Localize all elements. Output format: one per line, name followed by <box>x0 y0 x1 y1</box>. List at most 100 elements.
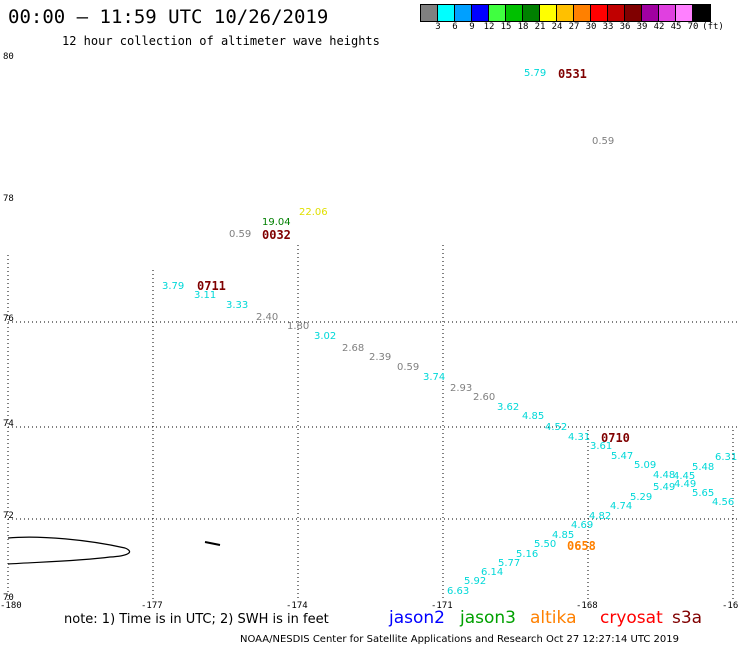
swh-label: 5.79 <box>524 68 547 79</box>
legend-label: 12 <box>483 22 495 32</box>
swh-label: 19.04 <box>262 217 291 228</box>
swh-label: 3.11 <box>194 290 217 301</box>
swh-label: 5.16 <box>516 549 539 560</box>
swh-label: 4.82 <box>589 511 612 522</box>
swh-label: 3.79 <box>162 281 185 292</box>
swh-label: 4.74 <box>610 501 633 512</box>
legend-swatch <box>506 5 523 21</box>
satellite-legend-jason3: jason3 <box>460 608 516 628</box>
satellite-legend-cryosat: cryosat <box>600 608 663 628</box>
island-coastline <box>7 536 131 565</box>
swh-label: 0.59 <box>229 229 252 240</box>
islet-coastline <box>204 541 221 546</box>
legend-swatch <box>676 5 693 21</box>
swh-label: 3.33 <box>226 300 249 311</box>
swh-label: 4.69 <box>571 520 594 531</box>
legend-swatch <box>472 5 489 21</box>
legend-swatch <box>642 5 659 21</box>
swh-label: 5.92 <box>464 576 487 587</box>
swh-label: 2.60 <box>473 392 496 403</box>
lon-label-171: -171 <box>431 601 453 611</box>
swh-label: 1.80 <box>287 321 310 332</box>
lon-label-177: -177 <box>141 601 163 611</box>
lon-label-168: -168 <box>576 601 598 611</box>
swh-label: 3.62 <box>497 402 520 413</box>
legend-label: 21 <box>534 22 546 32</box>
legend-label: 45 <box>670 22 682 32</box>
legend-swatch <box>421 5 438 21</box>
lat-label-74: 74 <box>3 419 14 429</box>
legend-unit: (ft) <box>702 22 724 32</box>
swh-label: 4.31 <box>568 432 591 443</box>
pass-time-label: 0711 <box>197 279 226 293</box>
swh-label: 5.77 <box>498 558 521 569</box>
pass-time-label: 0710 <box>601 431 630 445</box>
legend-label: 42 <box>653 22 665 32</box>
credit-line: NOAA/NESDIS Center for Satellite Applica… <box>240 634 679 645</box>
legend-label: 39 <box>636 22 648 32</box>
swh-label: 4.56 <box>712 497 735 508</box>
swh-label: 0.59 <box>592 136 615 147</box>
legend-swatch <box>625 5 642 21</box>
lat-label-70: 70 <box>3 593 14 603</box>
swh-label: 6.14 <box>481 567 504 578</box>
legend-label: 30 <box>585 22 597 32</box>
color-legend <box>420 4 711 22</box>
legend-label: 6 <box>452 22 458 32</box>
legend-swatch <box>591 5 608 21</box>
legend-label: 36 <box>619 22 631 32</box>
swh-label: 0.59 <box>397 362 420 373</box>
lat-lon-grid <box>7 245 740 600</box>
swh-label: 5.49 <box>653 482 676 493</box>
swh-label: 5.09 <box>634 460 657 471</box>
lat-label-78: 78 <box>3 194 14 204</box>
legend-label: 24 <box>551 22 563 32</box>
legend-swatch <box>574 5 591 21</box>
legend-label: 33 <box>602 22 614 32</box>
legend-swatch <box>557 5 574 21</box>
lon-label-180: -180 <box>0 601 22 611</box>
swh-label: 4.52 <box>545 422 568 433</box>
satellite-legend-s3a: s3a <box>672 608 703 628</box>
lat-label-76: 76 <box>3 314 14 324</box>
pass-time-label: 0658 <box>567 539 596 553</box>
page-subtitle: 12 hour collection of altimeter wave hei… <box>62 34 380 48</box>
legend-swatch <box>540 5 557 21</box>
legend-swatch <box>608 5 625 21</box>
legend-swatch <box>693 5 710 21</box>
swh-label: 3.74 <box>423 372 446 383</box>
legend-swatch <box>455 5 472 21</box>
swh-label: 4.48 <box>653 470 676 481</box>
legend-label: 27 <box>568 22 580 32</box>
swh-label: 5.48 <box>692 462 715 473</box>
lat-label-80: 80 <box>3 52 14 62</box>
legend-label: 9 <box>469 22 475 32</box>
legend-label: 70 <box>687 22 699 32</box>
swh-label: 3.61 <box>590 441 613 452</box>
footnote: note: 1) Time is in UTC; 2) SWH is in fe… <box>64 612 329 627</box>
wave-height-map <box>7 245 740 600</box>
swh-label: 2.68 <box>342 343 365 354</box>
lat-label-72: 72 <box>3 511 14 521</box>
swh-label: 22.06 <box>299 207 328 218</box>
satellite-legend-altika: altika <box>530 608 577 628</box>
pass-time-label: 0032 <box>262 228 291 242</box>
legend-swatch <box>659 5 676 21</box>
swh-label: 2.40 <box>256 312 279 323</box>
legend-swatch <box>523 5 540 21</box>
swh-label: 5.29 <box>630 492 653 503</box>
swh-label: 4.45 <box>673 471 696 482</box>
swh-label: 3.02 <box>314 331 337 342</box>
swh-label: 4.85 <box>522 411 545 422</box>
swh-label: 6.63 <box>447 586 470 597</box>
legend-label: 3 <box>435 22 441 32</box>
lon-label-165: -16 <box>722 601 739 611</box>
swh-label: 5.47 <box>611 451 634 462</box>
swh-label: 5.65 <box>692 488 715 499</box>
swh-label: 4.49 <box>674 479 697 490</box>
legend-label: 18 <box>517 22 529 32</box>
legend-swatch <box>438 5 455 21</box>
legend-swatch <box>489 5 506 21</box>
legend-label: 15 <box>500 22 512 32</box>
swh-label: 2.93 <box>450 383 473 394</box>
